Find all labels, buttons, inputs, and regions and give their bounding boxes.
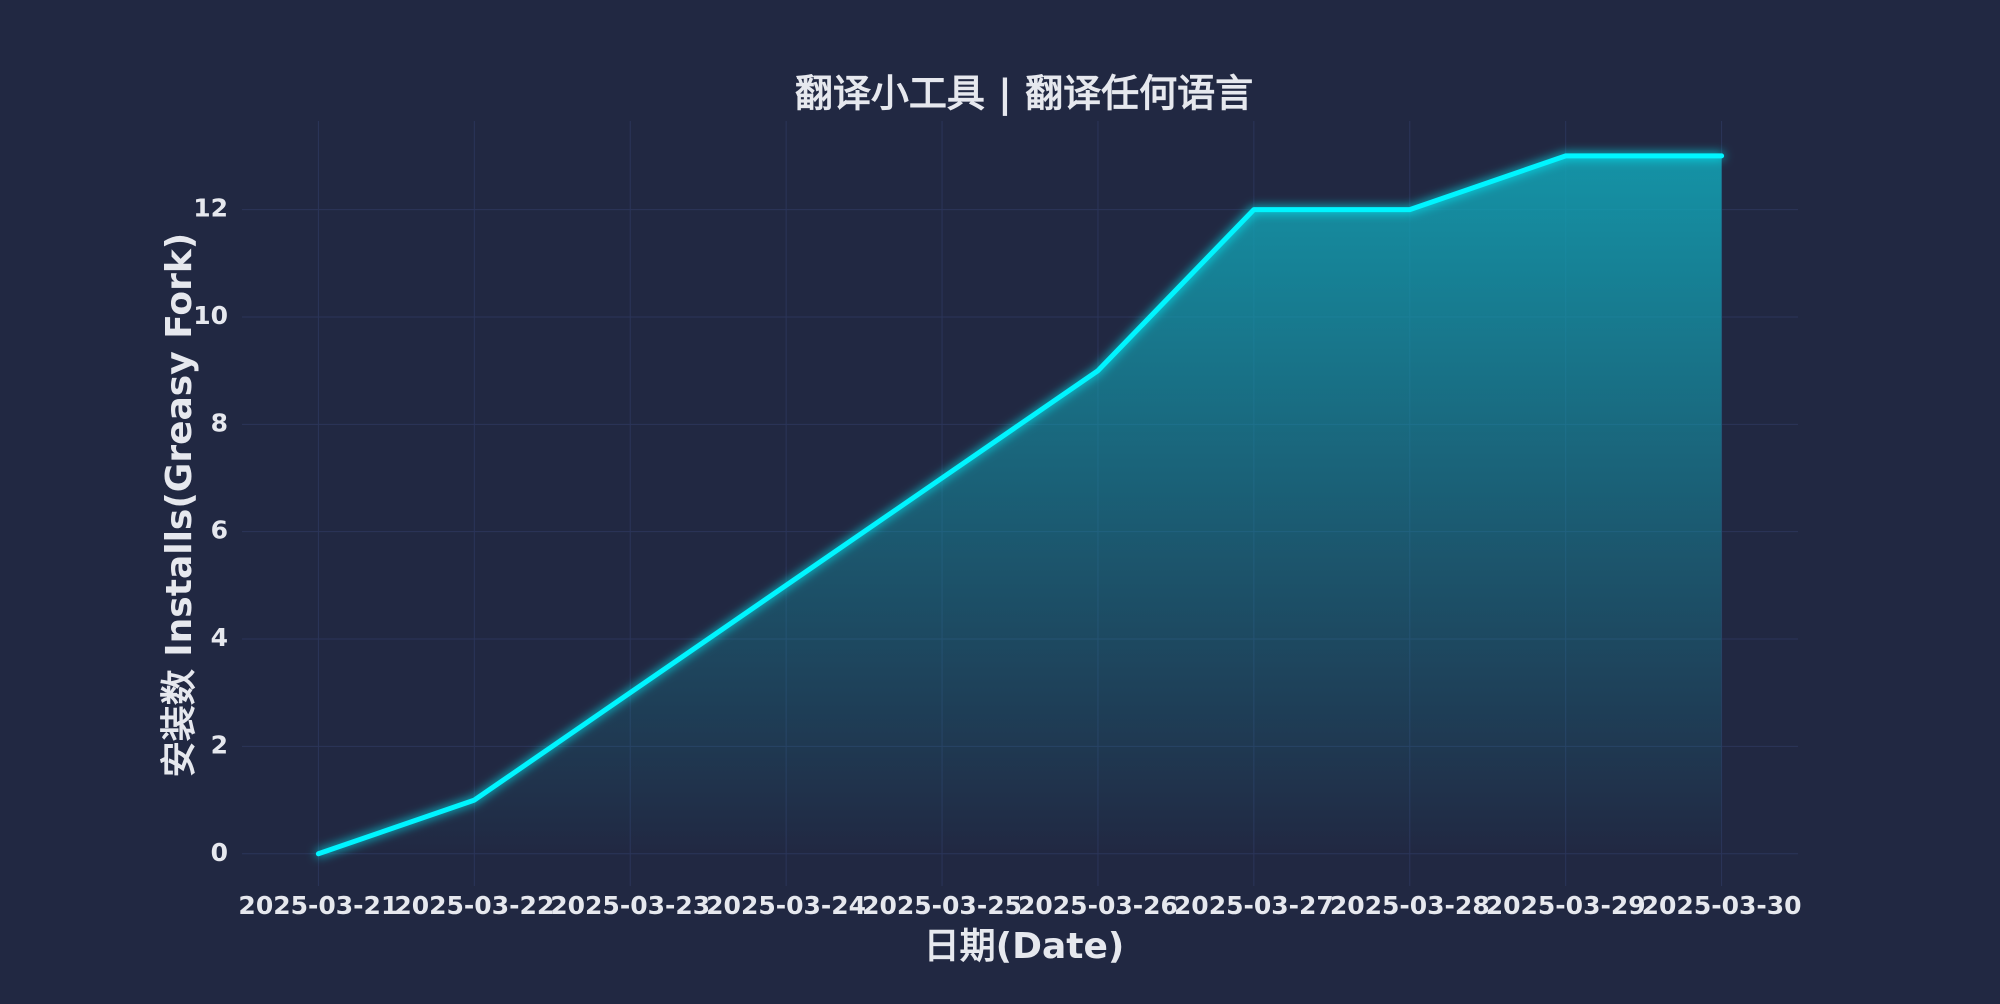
line — [315, 153, 1725, 857]
y-tick-label: 4 — [211, 623, 228, 652]
y-tick-label: 6 — [211, 516, 228, 545]
y-tick-label: 12 — [193, 194, 228, 223]
x-tick-label: 2025-03-22 — [394, 891, 554, 920]
x-tick-label: 2025-03-25 — [862, 891, 1022, 920]
y-tick-label: 8 — [211, 408, 228, 437]
x-tick-label: 2025-03-21 — [238, 891, 398, 920]
y-tick-label: 10 — [193, 301, 228, 330]
x-axis-label: 日期(Date) — [924, 926, 1125, 967]
x-tick-label: 2025-03-30 — [1642, 891, 1802, 920]
y-axis-label: 安装数 Installs(Greasy Fork) — [159, 233, 200, 778]
area — [318, 155, 1722, 854]
y-tick-label: 0 — [211, 838, 228, 867]
x-tick-label: 2025-03-29 — [1486, 891, 1646, 920]
y-tick-label: 2 — [211, 730, 228, 759]
x-tick-label: 2025-03-26 — [1018, 891, 1178, 920]
x-tick-label: 2025-03-28 — [1330, 891, 1490, 920]
x-tick-label: 2025-03-24 — [706, 891, 866, 920]
x-tick-label: 2025-03-27 — [1174, 891, 1334, 920]
x-tick-label: 2025-03-23 — [550, 891, 710, 920]
chart-title: 翻译小工具 | 翻译任何语言 — [795, 72, 1253, 117]
